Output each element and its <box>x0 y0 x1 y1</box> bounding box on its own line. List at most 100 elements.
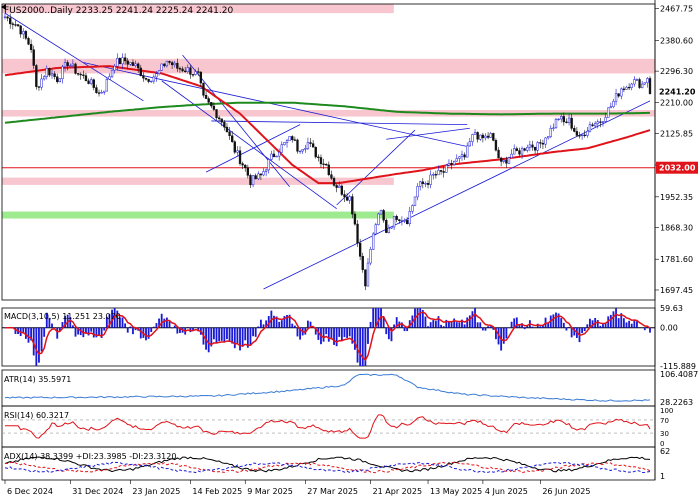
macd-bar <box>463 324 466 328</box>
macd-bar <box>111 309 113 328</box>
macd-bar <box>552 314 555 328</box>
candle-body <box>231 135 234 142</box>
candle-body <box>58 78 62 83</box>
macd-bar <box>354 327 356 350</box>
candle-body <box>45 68 48 77</box>
main-header-text: FUS2000..Daily 2233.25 2241.24 2225.24 2… <box>4 6 233 16</box>
macd-bar <box>646 326 649 328</box>
macd-bar <box>244 327 247 341</box>
candle-body <box>554 119 558 129</box>
candle-body <box>314 146 317 158</box>
candle-body <box>319 157 323 165</box>
candle-body <box>322 163 325 165</box>
candle-body <box>228 131 231 137</box>
candle-body <box>549 127 552 137</box>
candle-body <box>280 144 283 153</box>
candle-body <box>95 87 98 93</box>
macd-bar <box>408 320 411 328</box>
adx-line <box>4 456 651 473</box>
candle-body <box>123 57 127 62</box>
candle-body <box>163 63 166 67</box>
candle-body <box>599 121 602 123</box>
rsi-tick-label: 100 <box>660 407 673 415</box>
candle-body <box>340 185 344 195</box>
candle-body <box>134 63 137 66</box>
candle-body <box>591 124 594 127</box>
candle-body <box>439 170 443 172</box>
macd-bar <box>609 314 612 328</box>
macd-bar <box>257 326 260 328</box>
candle-body <box>212 105 216 110</box>
candle-body <box>53 73 56 77</box>
macd-bar <box>531 326 534 328</box>
candle-body <box>79 73 82 76</box>
macd-bar <box>401 322 403 328</box>
macd-bar <box>453 318 456 328</box>
macd-bar <box>419 308 422 328</box>
date-tick-label: 13 May 2025 <box>430 487 482 496</box>
macd-bar <box>602 324 604 328</box>
candle-body <box>325 164 328 166</box>
macd-bar <box>573 327 576 336</box>
candle-body <box>614 93 618 102</box>
candle-body <box>405 220 409 224</box>
green-moving-average <box>4 101 650 124</box>
macd-bar <box>215 327 218 344</box>
candle-body <box>601 121 605 123</box>
macd-bar <box>314 327 317 335</box>
candle-body <box>612 101 615 107</box>
candle-body <box>607 107 610 118</box>
price-zones <box>2 4 655 219</box>
candle-body <box>254 175 257 180</box>
rsi-tick-label: 70 <box>660 417 669 425</box>
candle-body <box>257 173 260 180</box>
macd-bar <box>288 314 291 328</box>
candle-body <box>56 76 59 83</box>
macd-bar <box>233 327 236 349</box>
candle-body <box>118 58 122 65</box>
candle-body <box>609 106 612 109</box>
candle-body <box>513 148 516 155</box>
candle-body <box>157 70 161 74</box>
macd-bar <box>330 327 333 340</box>
macd-bar <box>421 309 424 328</box>
candle-body <box>526 147 529 151</box>
candle-body <box>578 135 581 137</box>
macd-bar <box>280 320 283 328</box>
macd-bar <box>173 325 176 328</box>
candle-body <box>502 159 505 162</box>
candle-body <box>575 131 579 136</box>
candle-body <box>165 60 169 67</box>
candle-body <box>450 162 453 165</box>
macd-bar <box>487 326 490 328</box>
candle-body <box>233 141 236 153</box>
rsi-tick-label: 30 <box>660 430 669 438</box>
macd-bar <box>192 327 194 331</box>
atr-line <box>4 373 651 402</box>
minus-di-line <box>4 461 651 474</box>
candle-body <box>343 194 346 198</box>
candle-body <box>484 135 487 139</box>
macd-bar <box>231 327 234 344</box>
macd-bar <box>518 324 521 328</box>
macd-bar <box>265 320 268 328</box>
candle-body <box>311 143 315 148</box>
candle-body <box>552 127 555 129</box>
macd-bar <box>615 308 617 328</box>
candle-body <box>499 157 503 162</box>
macd-bar <box>502 327 505 344</box>
trendline <box>4 12 144 102</box>
macd-bar <box>466 317 469 328</box>
current-price-marker-box <box>656 85 698 98</box>
candle-body <box>238 150 242 164</box>
macd-bar <box>32 327 35 356</box>
candle-body <box>390 226 393 229</box>
macd-bar <box>85 327 87 334</box>
price-tick-label: 1868.30 <box>660 224 693 233</box>
candle-body <box>416 186 419 198</box>
macd-bar <box>617 318 620 328</box>
macd-bar <box>241 327 244 347</box>
price-axis: 2467.752380.602296.302210.002125.852039.… <box>655 4 698 295</box>
candle-body <box>97 92 101 94</box>
